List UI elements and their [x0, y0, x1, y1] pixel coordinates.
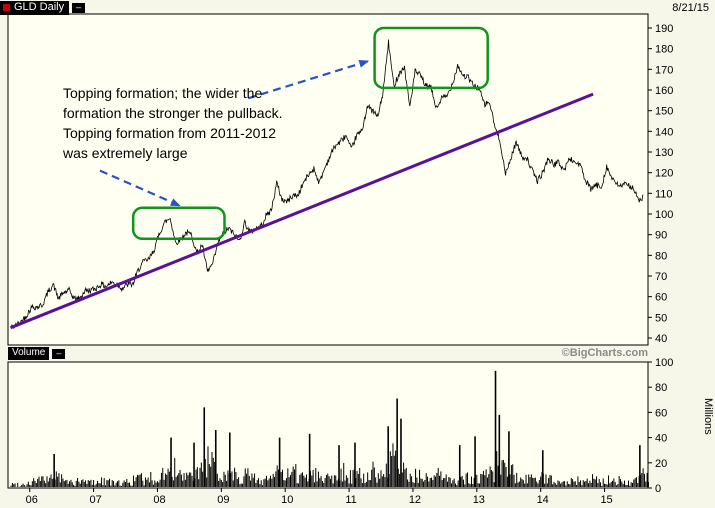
- volume-legend-row: Volume –: [8, 347, 66, 360]
- x-axis-label: 11: [345, 494, 356, 506]
- annotation-text: Topping formation; the wider the formati…: [63, 83, 282, 163]
- x-axis-label: 12: [409, 494, 421, 506]
- arrow-to-2008-box: [99, 169, 181, 207]
- price-axis-label: 120: [655, 168, 673, 180]
- x-axis-label: 08: [153, 494, 165, 506]
- price-axis-label: 80: [655, 250, 667, 262]
- price-axis-label: 100: [655, 209, 673, 221]
- annotation-line-1: Topping formation; the wider the: [63, 85, 263, 101]
- x-axis-label: 14: [537, 494, 549, 506]
- volume-axis-label: 40: [655, 433, 667, 445]
- x-axis-label: 07: [89, 494, 101, 506]
- price-axis-label: 130: [655, 147, 673, 159]
- price-axis-label: 90: [655, 230, 667, 242]
- volume-axis-label: 20: [655, 458, 667, 470]
- volume-unit-label: Millions: [702, 398, 714, 435]
- volume-axis-label: 60: [655, 407, 667, 419]
- price-panel: [7, 13, 649, 346]
- price-axis-label: 110: [655, 188, 673, 200]
- price-axis-label: 150: [655, 106, 673, 118]
- x-axis-label: 06: [26, 494, 38, 506]
- volume-axis-label: 80: [655, 382, 667, 394]
- volume-panel: [7, 361, 649, 489]
- volume-bars: [10, 370, 649, 487]
- annotation-line-2: formation the stronger the pullback.: [63, 105, 283, 121]
- price-axis-label: 180: [655, 44, 673, 56]
- x-axis-label: 10: [281, 494, 293, 506]
- price-axis-label: 50: [655, 312, 667, 324]
- annotation-line-3: Topping formation from 2011-2012: [63, 125, 276, 141]
- price-axis-label: 140: [655, 126, 673, 138]
- arrow-to-2011-box: [247, 59, 370, 100]
- price-axis-label: 160: [655, 85, 673, 97]
- annotation-line-4: was extremely large: [63, 145, 188, 161]
- price-axis-label: 40: [655, 333, 667, 345]
- price-axis-label: 170: [655, 64, 673, 76]
- symbol-text: GLD Daily: [14, 1, 65, 13]
- legend-collapse-icon: –: [72, 3, 86, 13]
- highlight-box-topping-2011-2012: [373, 26, 489, 90]
- x-axis-label: 09: [217, 494, 229, 506]
- price-axis-label: 190: [655, 23, 673, 35]
- highlight-box-topping-2008: [131, 206, 226, 241]
- trendline: [10, 92, 594, 330]
- x-axis-label: 13: [473, 494, 485, 506]
- chart-legend-row: GLD Daily –: [0, 1, 86, 15]
- x-axis-label: 15: [600, 494, 612, 506]
- price-axis-label: 60: [655, 292, 667, 304]
- volume-label: Volume: [8, 347, 50, 360]
- volume-axis-label: 0: [655, 483, 661, 495]
- volume-legend-icon: –: [52, 348, 66, 359]
- symbol-label: GLD Daily: [0, 1, 70, 15]
- axes: 4050607080901001101201301401501601701801…: [26, 23, 674, 506]
- bigcharts-watermark: ©BigCharts.com: [561, 347, 648, 359]
- price-axis-label: 70: [655, 271, 667, 283]
- series-color-icon: [3, 4, 10, 11]
- chart-date: 8/21/15: [672, 2, 709, 14]
- volume-axis-label: 100: [655, 357, 673, 369]
